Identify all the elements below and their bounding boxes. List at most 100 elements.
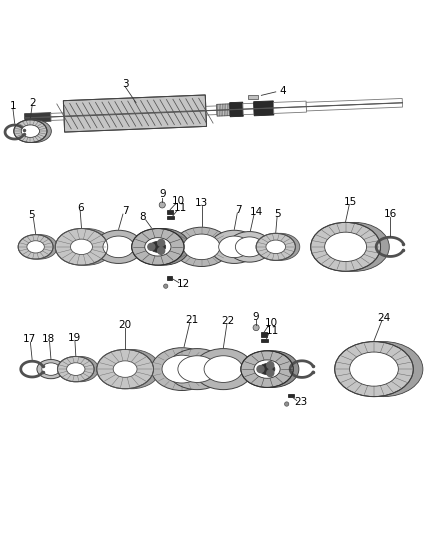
Ellipse shape: [183, 234, 220, 260]
Bar: [166, 210, 173, 214]
Text: 16: 16: [384, 209, 397, 219]
Bar: [166, 216, 174, 220]
Ellipse shape: [167, 349, 227, 390]
Ellipse shape: [138, 229, 190, 265]
Ellipse shape: [333, 232, 375, 262]
Text: 24: 24: [378, 312, 391, 322]
Text: 14: 14: [250, 207, 263, 217]
Ellipse shape: [26, 125, 44, 138]
Ellipse shape: [247, 351, 299, 387]
Circle shape: [285, 402, 289, 406]
Text: 1: 1: [10, 101, 16, 111]
Ellipse shape: [259, 364, 275, 375]
Polygon shape: [51, 113, 64, 120]
Polygon shape: [64, 95, 207, 132]
Text: 17: 17: [22, 334, 36, 344]
Ellipse shape: [178, 356, 216, 383]
Bar: [288, 393, 293, 398]
Polygon shape: [306, 99, 403, 111]
Ellipse shape: [18, 235, 53, 259]
Ellipse shape: [228, 231, 272, 262]
FancyBboxPatch shape: [248, 95, 258, 99]
Text: 12: 12: [177, 279, 190, 289]
Circle shape: [159, 202, 165, 208]
Polygon shape: [25, 112, 51, 122]
Ellipse shape: [27, 241, 44, 253]
Ellipse shape: [173, 227, 230, 266]
Ellipse shape: [153, 239, 174, 254]
Text: 20: 20: [119, 320, 132, 330]
Ellipse shape: [57, 357, 94, 382]
Bar: [166, 276, 172, 280]
Bar: [261, 333, 267, 337]
Circle shape: [267, 369, 274, 377]
Text: 4: 4: [279, 85, 286, 95]
Circle shape: [267, 362, 274, 369]
Ellipse shape: [95, 230, 143, 263]
Ellipse shape: [67, 363, 85, 375]
Text: 8: 8: [139, 212, 146, 222]
Ellipse shape: [71, 239, 92, 255]
Ellipse shape: [256, 233, 295, 261]
Ellipse shape: [14, 120, 47, 142]
Circle shape: [148, 244, 155, 251]
Ellipse shape: [22, 235, 57, 259]
Text: 2: 2: [29, 98, 35, 108]
Ellipse shape: [62, 357, 99, 382]
Polygon shape: [243, 103, 254, 115]
Circle shape: [257, 366, 264, 373]
Text: 19: 19: [68, 333, 81, 343]
Ellipse shape: [55, 229, 108, 265]
Ellipse shape: [18, 120, 51, 142]
Text: 10: 10: [172, 196, 185, 206]
Text: 7: 7: [235, 205, 242, 215]
Ellipse shape: [261, 233, 300, 261]
Ellipse shape: [21, 125, 39, 138]
Ellipse shape: [210, 230, 258, 263]
Text: 3: 3: [122, 79, 128, 89]
Text: 9: 9: [159, 189, 166, 199]
Ellipse shape: [145, 238, 171, 256]
Text: 11: 11: [265, 326, 279, 336]
Ellipse shape: [219, 236, 250, 257]
Ellipse shape: [97, 350, 153, 389]
Circle shape: [253, 325, 259, 330]
Text: 5: 5: [275, 209, 281, 219]
Ellipse shape: [319, 222, 389, 271]
Polygon shape: [273, 101, 307, 114]
Ellipse shape: [266, 240, 286, 254]
Ellipse shape: [103, 350, 160, 389]
Circle shape: [158, 247, 165, 254]
Ellipse shape: [204, 356, 243, 383]
Ellipse shape: [37, 359, 65, 379]
Ellipse shape: [325, 232, 367, 262]
Ellipse shape: [132, 229, 184, 265]
Text: 7: 7: [122, 206, 128, 216]
Text: 18: 18: [42, 334, 55, 344]
Circle shape: [158, 239, 165, 246]
Ellipse shape: [344, 342, 423, 397]
Ellipse shape: [113, 361, 137, 377]
Polygon shape: [254, 101, 274, 116]
Ellipse shape: [350, 352, 398, 386]
Text: 15: 15: [343, 197, 357, 207]
Text: 5: 5: [28, 211, 35, 221]
Text: 9: 9: [253, 312, 259, 322]
Text: 6: 6: [77, 203, 84, 213]
Ellipse shape: [241, 351, 293, 387]
Ellipse shape: [254, 360, 280, 378]
Ellipse shape: [335, 342, 413, 397]
Ellipse shape: [42, 363, 60, 375]
Ellipse shape: [151, 348, 212, 391]
Ellipse shape: [359, 352, 408, 386]
Ellipse shape: [194, 349, 253, 390]
Text: 13: 13: [195, 198, 208, 208]
Ellipse shape: [162, 355, 202, 383]
Ellipse shape: [262, 362, 283, 376]
Ellipse shape: [60, 229, 113, 265]
Ellipse shape: [235, 237, 264, 257]
Polygon shape: [216, 104, 230, 116]
Text: 23: 23: [294, 397, 308, 407]
Text: 10: 10: [265, 318, 278, 328]
Circle shape: [163, 284, 168, 288]
